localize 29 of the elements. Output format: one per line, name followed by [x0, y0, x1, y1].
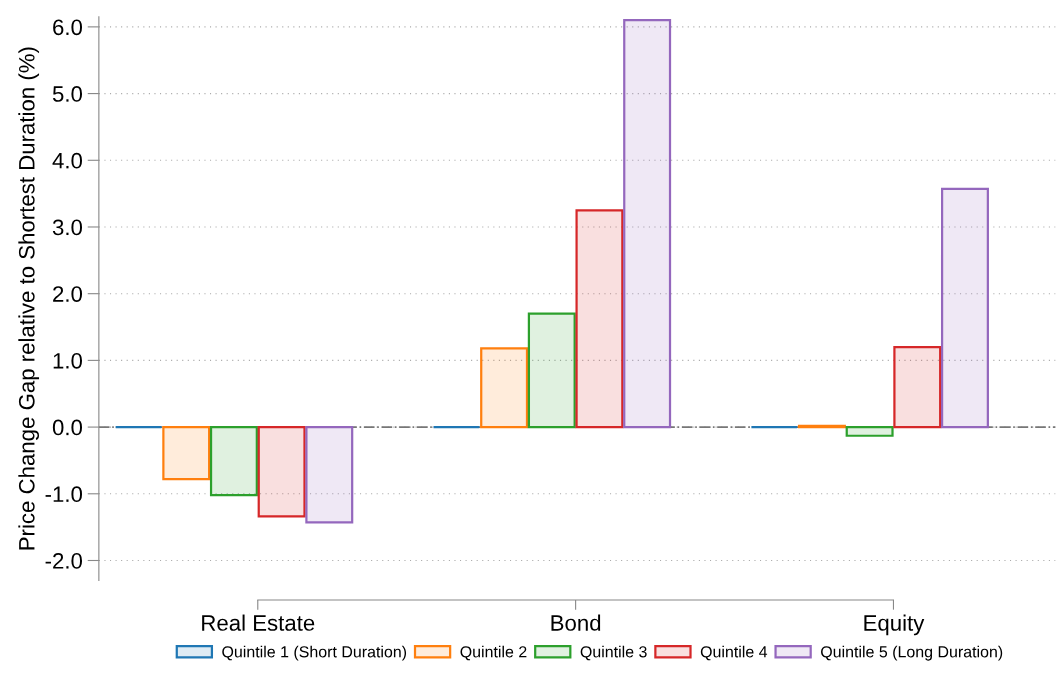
legend-label: Quintile 5 (Long Duration) — [821, 645, 1003, 661]
legend-label: Quintile 2 — [460, 645, 527, 661]
x-tick-label: Equity — [864, 614, 925, 636]
bar — [893, 345, 942, 429]
y-tick-label: -1.0 — [45, 486, 83, 503]
bar — [305, 425, 354, 524]
y-tick-label: 0.0 — [52, 419, 83, 436]
y-tick-label: 5.0 — [52, 86, 83, 102]
bar — [162, 425, 211, 481]
y-tick-label: -2.0 — [45, 553, 83, 569]
legend-label: Quintile 3 — [580, 645, 647, 661]
bar — [575, 209, 624, 429]
legend-label: Quintile 4 — [700, 645, 768, 661]
y-tick-label: 4.0 — [52, 152, 83, 169]
legend-label: Quintile 1 (Short Duration) — [222, 645, 407, 661]
y-tick-label: 3.0 — [52, 219, 83, 236]
bar — [257, 425, 306, 518]
y-tick-label: 2.0 — [53, 286, 83, 302]
bar — [845, 425, 894, 437]
bar — [623, 19, 672, 429]
bar — [527, 312, 576, 429]
y-tick-label: 6.0 — [53, 19, 83, 36]
bar — [940, 187, 989, 429]
x-tick-label: Real Estate — [202, 614, 315, 631]
bar — [209, 425, 258, 497]
x-tick-label: Bond — [551, 614, 601, 631]
bar — [480, 347, 529, 429]
y-tick-label: 1.0 — [53, 352, 83, 369]
y-axis-title: Price Change Gap relative to Shortest Duration (%) — [18, 47, 40, 550]
